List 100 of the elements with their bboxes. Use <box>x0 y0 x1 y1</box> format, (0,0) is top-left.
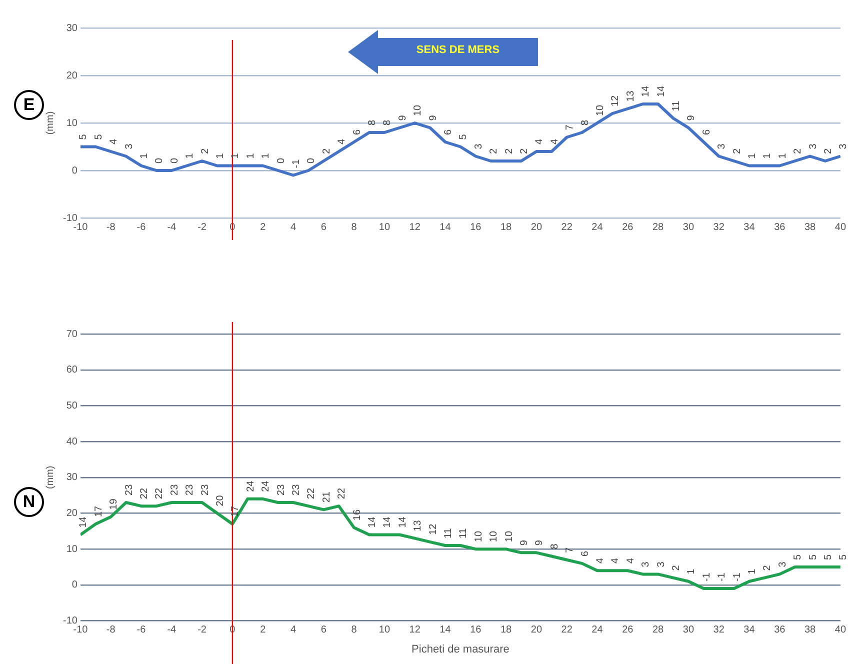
x-tick-label: 30 <box>682 222 694 233</box>
x-tick-label: 38 <box>804 222 816 233</box>
data-label: 4 <box>594 558 606 564</box>
x-tick-label: 14 <box>440 222 452 233</box>
data-label: 16 <box>352 509 363 521</box>
data-label: 14 <box>397 516 408 528</box>
data-label: 3 <box>838 143 849 150</box>
data-label: 13 <box>625 90 636 102</box>
x-tick-label: 40 <box>834 624 846 636</box>
data-label: 2 <box>200 148 211 154</box>
x-tick-label: 12 <box>409 222 421 233</box>
data-label: 14 <box>382 516 394 528</box>
data-label: 10 <box>594 104 606 116</box>
y-tick-label: 10 <box>66 118 78 129</box>
data-label: 9 <box>518 540 530 546</box>
data-label: 3 <box>473 143 484 150</box>
data-label: 6 <box>442 129 454 135</box>
y-tick-label: 0 <box>72 580 78 591</box>
x-tick-label: 16 <box>470 222 482 233</box>
data-label: 4 <box>610 558 622 564</box>
x-tick-label: 8 <box>351 222 358 233</box>
x-tick-label: 6 <box>320 624 327 636</box>
data-label: 2 <box>488 148 500 154</box>
data-label: 23 <box>291 484 302 496</box>
data-label: 2 <box>504 148 515 154</box>
y-tick-label: -10 <box>63 616 78 627</box>
x-tick-label: -4 <box>167 222 177 233</box>
y-tick-label: 10 <box>66 544 78 555</box>
data-label: 24 <box>260 480 272 492</box>
data-label: 14 <box>367 516 378 528</box>
x-tick-label: 10 <box>378 222 390 233</box>
data-label: 24 <box>245 480 256 492</box>
data-label: 1 <box>215 152 226 159</box>
data-label: 6 <box>352 129 363 135</box>
data-label: 20 <box>215 494 226 506</box>
data-label: 11 <box>442 528 454 539</box>
data-label: 10 <box>412 104 424 116</box>
data-label: 2 <box>321 148 332 154</box>
data-label: 21 <box>321 491 332 503</box>
data-label: 0 <box>169 158 180 164</box>
data-label: 4 <box>108 138 120 144</box>
data-label: -1 <box>716 572 728 582</box>
x-tick-label: 22 <box>561 222 573 233</box>
data-label: 22 <box>139 488 150 500</box>
x-tick-label: 24 <box>592 624 604 636</box>
data-label: -1 <box>291 158 302 168</box>
x-tick-label: -8 <box>106 222 116 233</box>
data-label: 3 <box>640 561 652 568</box>
data-label: 23 <box>184 484 196 496</box>
y-tick-label: 60 <box>66 364 78 376</box>
data-label: 4 <box>534 138 546 144</box>
x-tick-label: 2 <box>260 222 266 233</box>
data-label: 23 <box>200 484 211 496</box>
data-label: 10 <box>473 530 484 542</box>
data-label: 1 <box>230 152 242 159</box>
x-tick-label: 4 <box>290 624 296 636</box>
x-tick-label: 26 <box>622 624 634 636</box>
x-tick-label: 26 <box>622 222 634 233</box>
data-label: -1 <box>732 572 743 582</box>
x-tick-label: 32 <box>713 222 725 233</box>
x-tick-label: -2 <box>198 222 207 233</box>
data-label: 10 <box>488 530 500 542</box>
data-label: 22 <box>154 488 166 500</box>
data-label: 3 <box>656 561 667 568</box>
x-tick-label: 6 <box>320 222 327 233</box>
x-tick-label: -8 <box>106 624 116 636</box>
data-label: 23 <box>124 484 135 496</box>
text: E <box>14 90 44 120</box>
data-label: 0 <box>276 158 287 164</box>
y-tick-label: 30 <box>66 22 78 34</box>
data-label: 8 <box>382 120 394 126</box>
y-tick-label: -10 <box>63 212 78 224</box>
data-label: 1 <box>746 152 758 159</box>
x-tick-label: 24 <box>592 222 604 233</box>
data-label: -1 <box>701 572 712 582</box>
annotation: SENS DE MERS <box>415 44 501 56</box>
data-label: 1 <box>184 152 196 159</box>
data-label: 17 <box>93 505 104 518</box>
x-tick-label: 38 <box>804 624 816 636</box>
x-tick-label: -6 <box>136 222 146 233</box>
x-tick-label: 10 <box>378 624 390 636</box>
x-tick-label: 18 <box>500 624 512 636</box>
x-tick-label: -4 <box>167 624 177 636</box>
x-tick-label: 36 <box>774 222 786 233</box>
data-label: 13 <box>412 520 424 532</box>
data-label: 0 <box>306 158 318 164</box>
x-tick-label: 28 <box>652 624 664 636</box>
data-label: 10 <box>504 530 515 542</box>
data-label: 11 <box>458 528 470 539</box>
data-label: 5 <box>838 554 849 560</box>
data-label: 23 <box>169 484 180 496</box>
data-label: 11 <box>670 100 682 112</box>
data-label: 22 <box>336 488 348 500</box>
x-tick-label: 12 <box>409 624 421 636</box>
y-axis-title: (mm) <box>44 111 56 135</box>
x-tick-label: -2 <box>198 624 207 636</box>
x-axis-title: Picheti de masurare <box>412 643 510 656</box>
x-tick-label: 22 <box>561 624 573 636</box>
data-label: 2 <box>792 148 804 154</box>
x-tick-label: 16 <box>470 624 482 636</box>
